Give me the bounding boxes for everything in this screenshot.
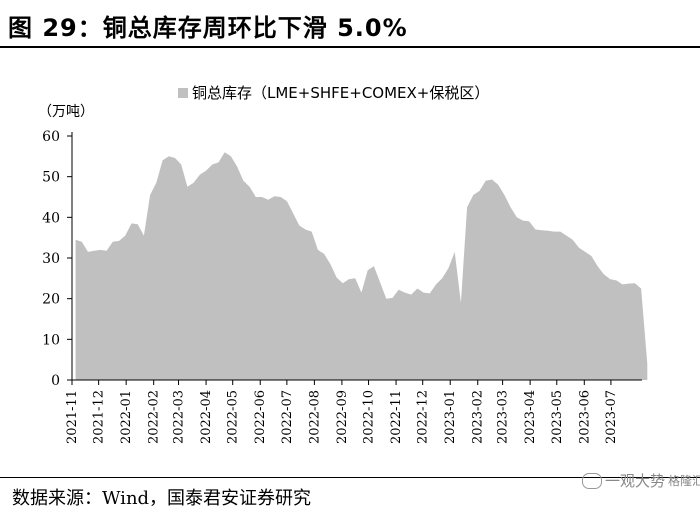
x-tick-label: 2021-11 <box>65 390 80 444</box>
x-tick-label: 2023-03 <box>496 390 511 444</box>
legend-label: 铜总库存（LME+SHFE+COMEX+保税区） <box>192 84 489 102</box>
x-tick-label: 2023-05 <box>550 390 565 444</box>
y-tick-label: 20 <box>42 292 60 308</box>
title-rule <box>0 46 700 48</box>
data-source-note: 数据来源：Wind，国泰君安证券研究 <box>12 488 312 509</box>
x-tick-label: 2022-08 <box>307 390 322 444</box>
y-tick-label: 30 <box>42 251 60 267</box>
x-tick-label: 2022-02 <box>147 390 162 444</box>
axes-layer <box>67 132 642 385</box>
x-tick-label: 2022-05 <box>226 390 241 444</box>
watermark-subtext: 格隆汇 <box>668 474 700 488</box>
x-tick-label: 2021-12 <box>92 390 107 444</box>
y-tick-label: 10 <box>42 332 60 348</box>
x-tick-label: 2023-04 <box>523 390 538 444</box>
x-tick-label: 2022-06 <box>253 390 268 444</box>
y-tick-label: 50 <box>42 170 60 186</box>
legend-swatch <box>178 88 188 98</box>
y-tick-label: 40 <box>42 210 60 226</box>
title-bar: 图 29：铜总库存周环比下滑 5.0% <box>0 0 700 46</box>
watermark-text: 一观大势 <box>605 472 666 490</box>
x-tick-label: 2022-04 <box>199 390 214 444</box>
x-tick-label: 2023-07 <box>604 390 619 444</box>
x-tick-label: 2022-12 <box>416 390 431 444</box>
x-tick-label: 2022-03 <box>172 390 187 444</box>
watermark: 一观大势 格隆汇 <box>582 470 700 491</box>
x-tick-label: 2022-09 <box>335 390 350 444</box>
y-tick-label: 0 <box>51 373 60 389</box>
chat-bubble-icon <box>582 472 602 489</box>
x-tick-label: 2023-02 <box>471 390 486 444</box>
x-tick-label: 2022-01 <box>119 390 134 444</box>
x-tick-label: 2023-06 <box>577 390 592 444</box>
y-tick-label: 60 <box>42 129 60 145</box>
x-tick-label: 2022-07 <box>280 390 295 444</box>
x-tick-label: 2022-10 <box>362 390 377 444</box>
footer-rule <box>0 477 700 478</box>
x-tick-label: 2022-11 <box>389 390 404 444</box>
y-axis-unit-label: （万吨） <box>38 104 94 120</box>
copper-inventory-chart: 0 10 20 30 40 50 60 2021-11 2021-12 2022-01 2022-0… <box>38 84 648 444</box>
inventory-area <box>75 152 648 380</box>
labels-layer: 0 10 20 30 40 50 60 2021-11 2021-12 2022-01 2022-0… <box>38 84 619 444</box>
x-tick-label: 2023-01 <box>443 390 458 444</box>
area-layer <box>75 152 648 380</box>
figure-title: 图 29：铜总库存周环比下滑 5.0% <box>8 14 408 42</box>
